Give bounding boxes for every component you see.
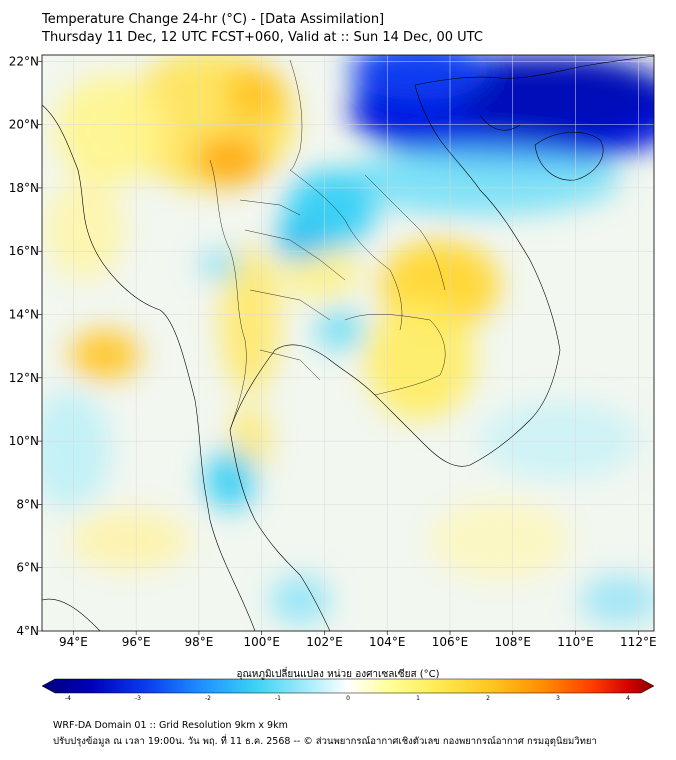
colorbar-tick-label: 1: [416, 695, 420, 702]
colorbar-label: อุณหภูมิเปลี่ยนแปลง หน่วย องศาเซลเซียส (…: [236, 669, 440, 680]
lon-tick-label: 102°E: [306, 635, 343, 649]
lon-tick-label: 94°E: [59, 635, 88, 649]
colorbar-tick-label: -1: [275, 695, 281, 702]
colorbar: -4 -3 -2 -1 0 1 2 3 4: [41, 678, 655, 702]
map-frame: [41, 54, 655, 632]
lat-tick-label: 4°N: [16, 624, 39, 638]
lat-tick-label: 18°N: [9, 181, 39, 195]
lat-tick-label: 10°N: [9, 434, 39, 448]
lat-tick-label: 22°N: [9, 54, 39, 68]
lon-tick-label: 106°E: [432, 635, 469, 649]
colorbar-ticks: -4 -3 -2 -1 0 1 2 3 4: [65, 695, 630, 702]
country-borders: [209, 59, 446, 431]
lon-tick-label: 100°E: [243, 635, 280, 649]
colorbar-ramp: [41, 678, 655, 694]
lon-tick-label: 112°E: [620, 635, 657, 649]
lat-tick-label: 12°N: [9, 371, 39, 385]
lat-tick-label: 20°N: [9, 118, 39, 132]
lat-tick-label: 6°N: [16, 561, 39, 575]
lat-tick-label: 16°N: [9, 244, 39, 258]
colorbar-tick-label: -2: [205, 695, 211, 702]
colorbar-tick-label: 3: [556, 695, 560, 702]
lon-tick-label: 104°E: [369, 635, 406, 649]
lon-tick-label: 110°E: [557, 635, 594, 649]
footer-model-info: WRF-DA Domain 01 :: Grid Resolution 9km …: [53, 720, 288, 731]
latitude-axis: 22°N 20°N 18°N 16°N 14°N 12°N 10°N 8°N 6°N 4°N: [9, 54, 42, 638]
lon-tick-label: 98°E: [184, 635, 213, 649]
colorbar-tick-label: 0: [346, 695, 350, 702]
longitude-axis: 94°E 96°E 98°E 100°E 102°E 104°E 106°E 108°E 110…: [59, 631, 657, 649]
colorbar-tick-label: -3: [135, 695, 141, 702]
lon-tick-label: 108°E: [495, 635, 532, 649]
colorbar-tick-label: -4: [65, 695, 71, 702]
map-title: Temperature Change 24-hr (°C) - [Data As…: [42, 12, 385, 27]
footer-update-info: ปรับปรุงข้อมูล ณ เวลา 19:00น. วัน พฤ. ที…: [53, 736, 597, 747]
map-subtitle: Thursday 11 Dec, 12 UTC FCST+060, Valid …: [42, 30, 483, 45]
colorbar-tick-label: 4: [626, 695, 630, 702]
colorbar-tick-label: 2: [486, 695, 490, 702]
temperature-field: [42, 55, 654, 631]
lat-tick-label: 14°N: [9, 308, 39, 322]
lon-tick-label: 96°E: [122, 635, 151, 649]
lat-tick-label: 8°N: [16, 497, 39, 511]
coastlines: [42, 55, 654, 631]
